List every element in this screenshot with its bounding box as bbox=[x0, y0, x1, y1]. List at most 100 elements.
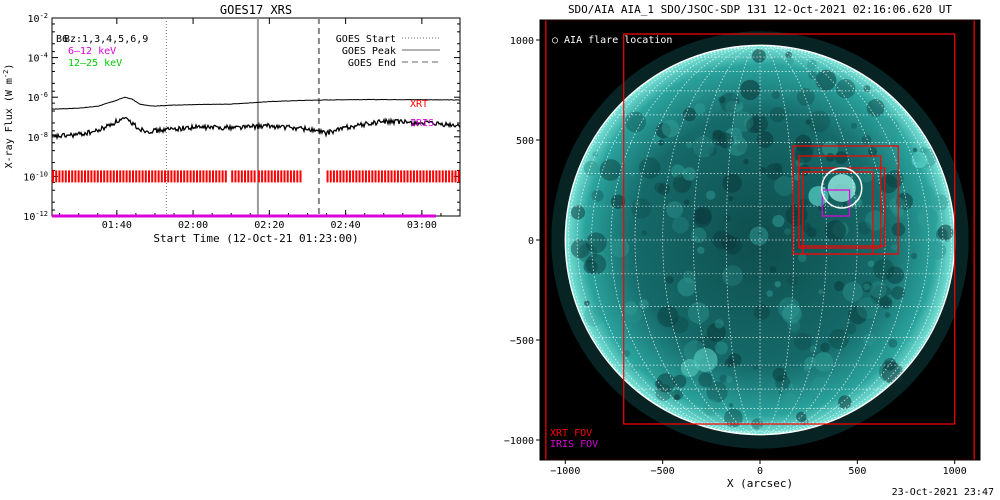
disk-texture-patch bbox=[813, 352, 834, 372]
longitude-line bbox=[693, 44, 761, 436]
disk-texture-patch bbox=[746, 117, 763, 134]
disk-texture-patch bbox=[657, 305, 679, 327]
xrt-observation-bar bbox=[170, 170, 173, 183]
y-tick-label: 1000 bbox=[510, 36, 534, 47]
xrt-observation-bar bbox=[457, 170, 460, 183]
disk-texture-patch bbox=[828, 329, 849, 350]
xrt-observation-bar bbox=[336, 170, 339, 183]
xrt-observation-bar bbox=[244, 170, 247, 183]
xrt-observation-bar bbox=[183, 170, 186, 183]
disk-texture-patch bbox=[728, 403, 734, 408]
disk-texture-patch bbox=[878, 117, 900, 139]
xrt-observation-bar bbox=[234, 170, 237, 183]
disk-texture-patch bbox=[887, 294, 894, 301]
disk-texture-patch bbox=[722, 265, 743, 286]
disk-texture-patch bbox=[740, 79, 761, 100]
disk-texture-patch bbox=[769, 106, 786, 123]
disk-texture-patch bbox=[911, 252, 918, 260]
long-channel-series bbox=[51, 96, 460, 110]
xrt-observation-bar bbox=[52, 170, 54, 183]
longitude-line bbox=[725, 44, 761, 436]
xrt-observation-bar bbox=[406, 170, 409, 183]
xrt-observation-bar bbox=[393, 170, 396, 183]
longitude-line bbox=[759, 44, 910, 436]
disk-texture-patch bbox=[769, 266, 777, 274]
longitude-line bbox=[634, 44, 761, 436]
disk-texture-patch bbox=[782, 304, 802, 323]
disk-texture-patch bbox=[697, 246, 705, 254]
xrt-observation-bar bbox=[68, 170, 70, 183]
xrt-observation-bar bbox=[157, 170, 160, 183]
disk-texture-patch bbox=[743, 158, 749, 165]
disk-texture-patch bbox=[899, 297, 904, 302]
xrt-observation-bar bbox=[240, 170, 243, 183]
disk-texture-patch bbox=[773, 162, 783, 172]
disk-texture-patch bbox=[693, 208, 712, 228]
x-tick-label: 01:40 bbox=[102, 220, 132, 231]
xrt-observation-bar bbox=[116, 170, 118, 183]
disk-texture-patch bbox=[723, 236, 742, 255]
longitude-line bbox=[662, 44, 761, 436]
disk-texture-patch bbox=[869, 281, 887, 299]
disk-texture-patch bbox=[752, 49, 766, 63]
x-tick-label: 500 bbox=[848, 466, 866, 477]
disk-texture-patch bbox=[585, 232, 607, 254]
xrt-observation-bar bbox=[425, 170, 428, 183]
disk-texture-patch bbox=[845, 323, 857, 335]
disk-texture-patch bbox=[706, 322, 726, 342]
aia-x-axis-label: X (arcsec) bbox=[727, 477, 793, 490]
y-tick-label: −1000 bbox=[504, 436, 534, 447]
disk-texture-patch bbox=[891, 244, 898, 251]
disk-texture-patch bbox=[928, 241, 947, 260]
disk-texture-patch bbox=[674, 394, 680, 401]
disk-texture-patch bbox=[768, 56, 785, 73]
xrt-fov-box bbox=[545, 20, 975, 460]
xrt-observation-bar bbox=[141, 170, 144, 183]
xrt-observation-bar bbox=[454, 170, 457, 183]
xrt-observation-bar bbox=[205, 170, 208, 183]
disk-texture-patch bbox=[731, 94, 737, 100]
xrt-observation-bar bbox=[435, 170, 438, 183]
xrt-observation-bar bbox=[122, 170, 125, 183]
disk-texture-patch bbox=[714, 319, 724, 329]
disk-texture-patch bbox=[866, 99, 885, 117]
disk-texture-patch bbox=[671, 164, 685, 178]
disk-texture-patch bbox=[722, 173, 742, 193]
disk-texture-patch bbox=[788, 384, 793, 388]
y-tick-label: 10-10 bbox=[23, 170, 48, 183]
disk-texture-patch bbox=[794, 134, 812, 151]
xrt-observation-bar bbox=[267, 170, 270, 183]
disk-texture-patch bbox=[808, 110, 831, 133]
xrt-fov-box bbox=[802, 171, 874, 255]
xrt-observation-bar bbox=[283, 170, 286, 183]
xrt-observation-bar bbox=[128, 170, 131, 183]
disk-texture-patch bbox=[863, 283, 871, 291]
y-tick-label: 10-12 bbox=[23, 210, 48, 223]
disk-texture-patch bbox=[651, 369, 658, 377]
xrt-observation-bar bbox=[280, 170, 283, 183]
xrt-observation-bar bbox=[438, 170, 441, 183]
disk-texture-patch bbox=[820, 342, 830, 353]
disk-texture-patch bbox=[810, 376, 830, 395]
active-region-bright bbox=[693, 348, 718, 372]
disk-texture-patch bbox=[712, 129, 723, 140]
disk-texture-patch bbox=[888, 338, 898, 348]
iris-observation-bar bbox=[52, 214, 436, 218]
xrt-observation-bar bbox=[176, 170, 179, 183]
disk-texture-patch bbox=[891, 286, 905, 300]
disk-texture-patch bbox=[765, 163, 783, 181]
active-region-bright bbox=[827, 174, 856, 202]
xrt-observation-bar bbox=[345, 170, 348, 183]
disk-texture-patch bbox=[688, 396, 693, 401]
disk-texture-patch bbox=[712, 230, 731, 250]
disk-texture-patch bbox=[766, 290, 773, 297]
xrt-observation-bar bbox=[109, 170, 112, 183]
xrt-strip-label: XRT bbox=[410, 99, 428, 110]
disk-texture-patch bbox=[585, 253, 607, 275]
xrt-observation-bar bbox=[368, 170, 371, 183]
longitude-line bbox=[759, 44, 858, 436]
disk-texture-patch bbox=[825, 152, 835, 162]
xrt-observation-bar bbox=[377, 170, 380, 183]
disk-texture-patch bbox=[677, 277, 696, 297]
disk-texture-patch bbox=[593, 304, 606, 317]
